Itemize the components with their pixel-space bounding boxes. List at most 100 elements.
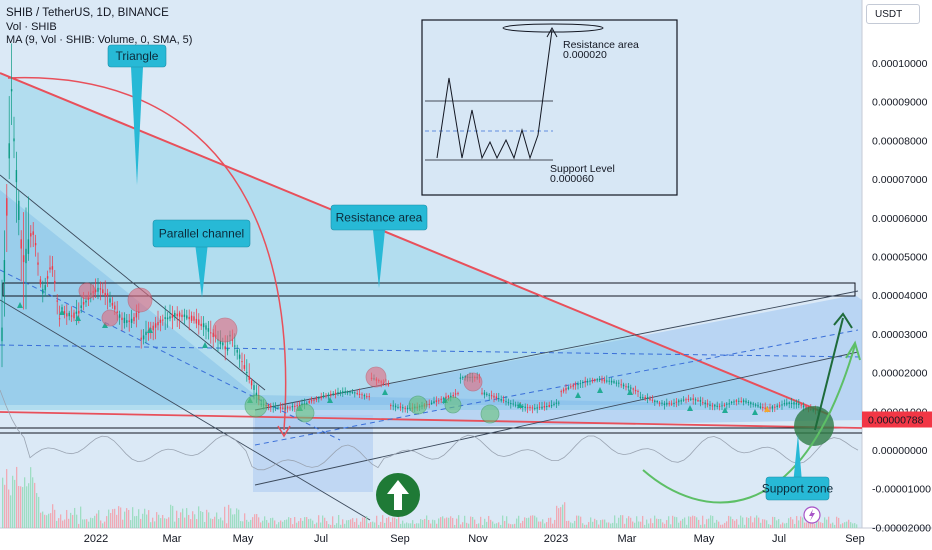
price-tick-label: 0.00009000 xyxy=(872,97,928,109)
volume-bar xyxy=(446,517,448,528)
volume-bar xyxy=(484,518,486,528)
volume-bar xyxy=(356,518,358,528)
bullish-arrowhead xyxy=(833,312,853,329)
volume-bar xyxy=(366,516,368,528)
volume-bar xyxy=(810,522,812,528)
volume-bar xyxy=(530,515,532,528)
candle-body xyxy=(567,387,570,390)
candle-body xyxy=(3,260,6,282)
candle-body xyxy=(354,392,356,394)
volume-bar xyxy=(836,516,838,528)
volume-bar xyxy=(118,506,120,528)
candle-body xyxy=(718,405,721,407)
volume-bar xyxy=(720,524,722,528)
volume-bar xyxy=(574,520,576,528)
volume-bar xyxy=(290,517,292,528)
time-tick-label: Mar xyxy=(618,533,637,545)
candle-body xyxy=(598,378,601,381)
buy-signal-triangle xyxy=(202,342,208,348)
candle-body xyxy=(750,402,752,405)
volume-bar xyxy=(724,522,726,528)
volume-bar xyxy=(172,505,174,528)
candle-body xyxy=(32,231,34,235)
candle-body xyxy=(498,398,500,400)
candle-body xyxy=(735,400,738,402)
candle-body xyxy=(85,300,87,303)
volume-bar xyxy=(308,519,310,528)
ma-indicator-label[interactable]: MA (9, Vol · SHIB: Volume, 0, SMA, 5) xyxy=(6,34,193,46)
volume-bar xyxy=(370,522,372,528)
candle-body xyxy=(205,325,207,330)
volume-bar xyxy=(666,520,668,528)
volume-bar xyxy=(106,516,108,528)
candle-body xyxy=(582,381,584,384)
candle-body xyxy=(195,318,198,324)
candle-body xyxy=(776,405,778,408)
volume-bar xyxy=(210,518,212,528)
volume-bar xyxy=(804,522,806,528)
candle-body xyxy=(517,404,519,407)
candle-body xyxy=(18,200,20,220)
volume-indicator-label[interactable]: Vol · SHIB xyxy=(6,20,57,33)
volume-bar xyxy=(712,515,714,528)
volume-bar xyxy=(92,518,94,528)
volume-bar xyxy=(608,522,610,528)
volume-bar xyxy=(692,515,694,528)
buy-signal-triangle xyxy=(102,322,108,328)
volume-bar xyxy=(448,517,450,528)
volume-bar xyxy=(270,518,272,528)
volume-bar xyxy=(844,522,846,528)
time-tick-label: Jul xyxy=(314,533,328,545)
symbol-title[interactable]: SHIB / TetherUS, 1D, BINANCE xyxy=(6,7,169,19)
candle-body xyxy=(178,312,181,317)
candle-body xyxy=(733,401,735,403)
candle-body xyxy=(577,383,579,386)
lightning-icon xyxy=(809,509,815,521)
candle-body xyxy=(30,233,32,237)
volume-bar xyxy=(736,519,738,528)
volume-bar xyxy=(170,504,172,528)
candle-body xyxy=(752,403,754,405)
volume-bar xyxy=(520,523,522,528)
volume-bar xyxy=(50,513,52,528)
volume-bar xyxy=(828,516,830,528)
volume-bar xyxy=(450,516,452,528)
candle-body xyxy=(202,323,205,328)
candle-body xyxy=(207,328,210,332)
candle-body xyxy=(219,340,222,345)
candle-body xyxy=(392,405,394,407)
candle-body xyxy=(294,405,296,407)
candle-body xyxy=(594,379,596,381)
volume-bar xyxy=(650,518,652,528)
candle-body xyxy=(385,383,387,385)
price-tick-label: 0.00003000 xyxy=(872,329,928,341)
volume-bar xyxy=(734,520,736,528)
resistance-touch-circle xyxy=(463,372,483,392)
volume-bar xyxy=(130,520,132,528)
candle-body xyxy=(346,391,349,394)
candle-body xyxy=(406,407,409,410)
volume-bar xyxy=(636,516,638,528)
inset-resistance-label: Resistance area xyxy=(563,39,639,51)
candle-body xyxy=(562,389,565,392)
candle-body xyxy=(548,404,550,407)
volume-bar xyxy=(570,522,572,528)
volume-bar xyxy=(780,524,782,528)
volume-bar xyxy=(784,523,786,528)
volume-bar xyxy=(434,520,436,528)
candle-body xyxy=(692,398,694,400)
candle-body xyxy=(694,399,697,401)
candle-body xyxy=(8,143,10,159)
buy-signal-triangle xyxy=(59,309,65,315)
volume-bar xyxy=(218,519,220,528)
currency-selector[interactable]: USDT xyxy=(866,4,920,24)
volume-bar xyxy=(718,521,720,528)
volume-bar xyxy=(252,517,254,528)
candle-body xyxy=(610,380,613,383)
volume-bar xyxy=(524,517,526,528)
volume-bar xyxy=(534,515,536,528)
volume-bar xyxy=(102,523,104,528)
volume-bar xyxy=(766,520,768,528)
volume-bar xyxy=(162,514,164,528)
